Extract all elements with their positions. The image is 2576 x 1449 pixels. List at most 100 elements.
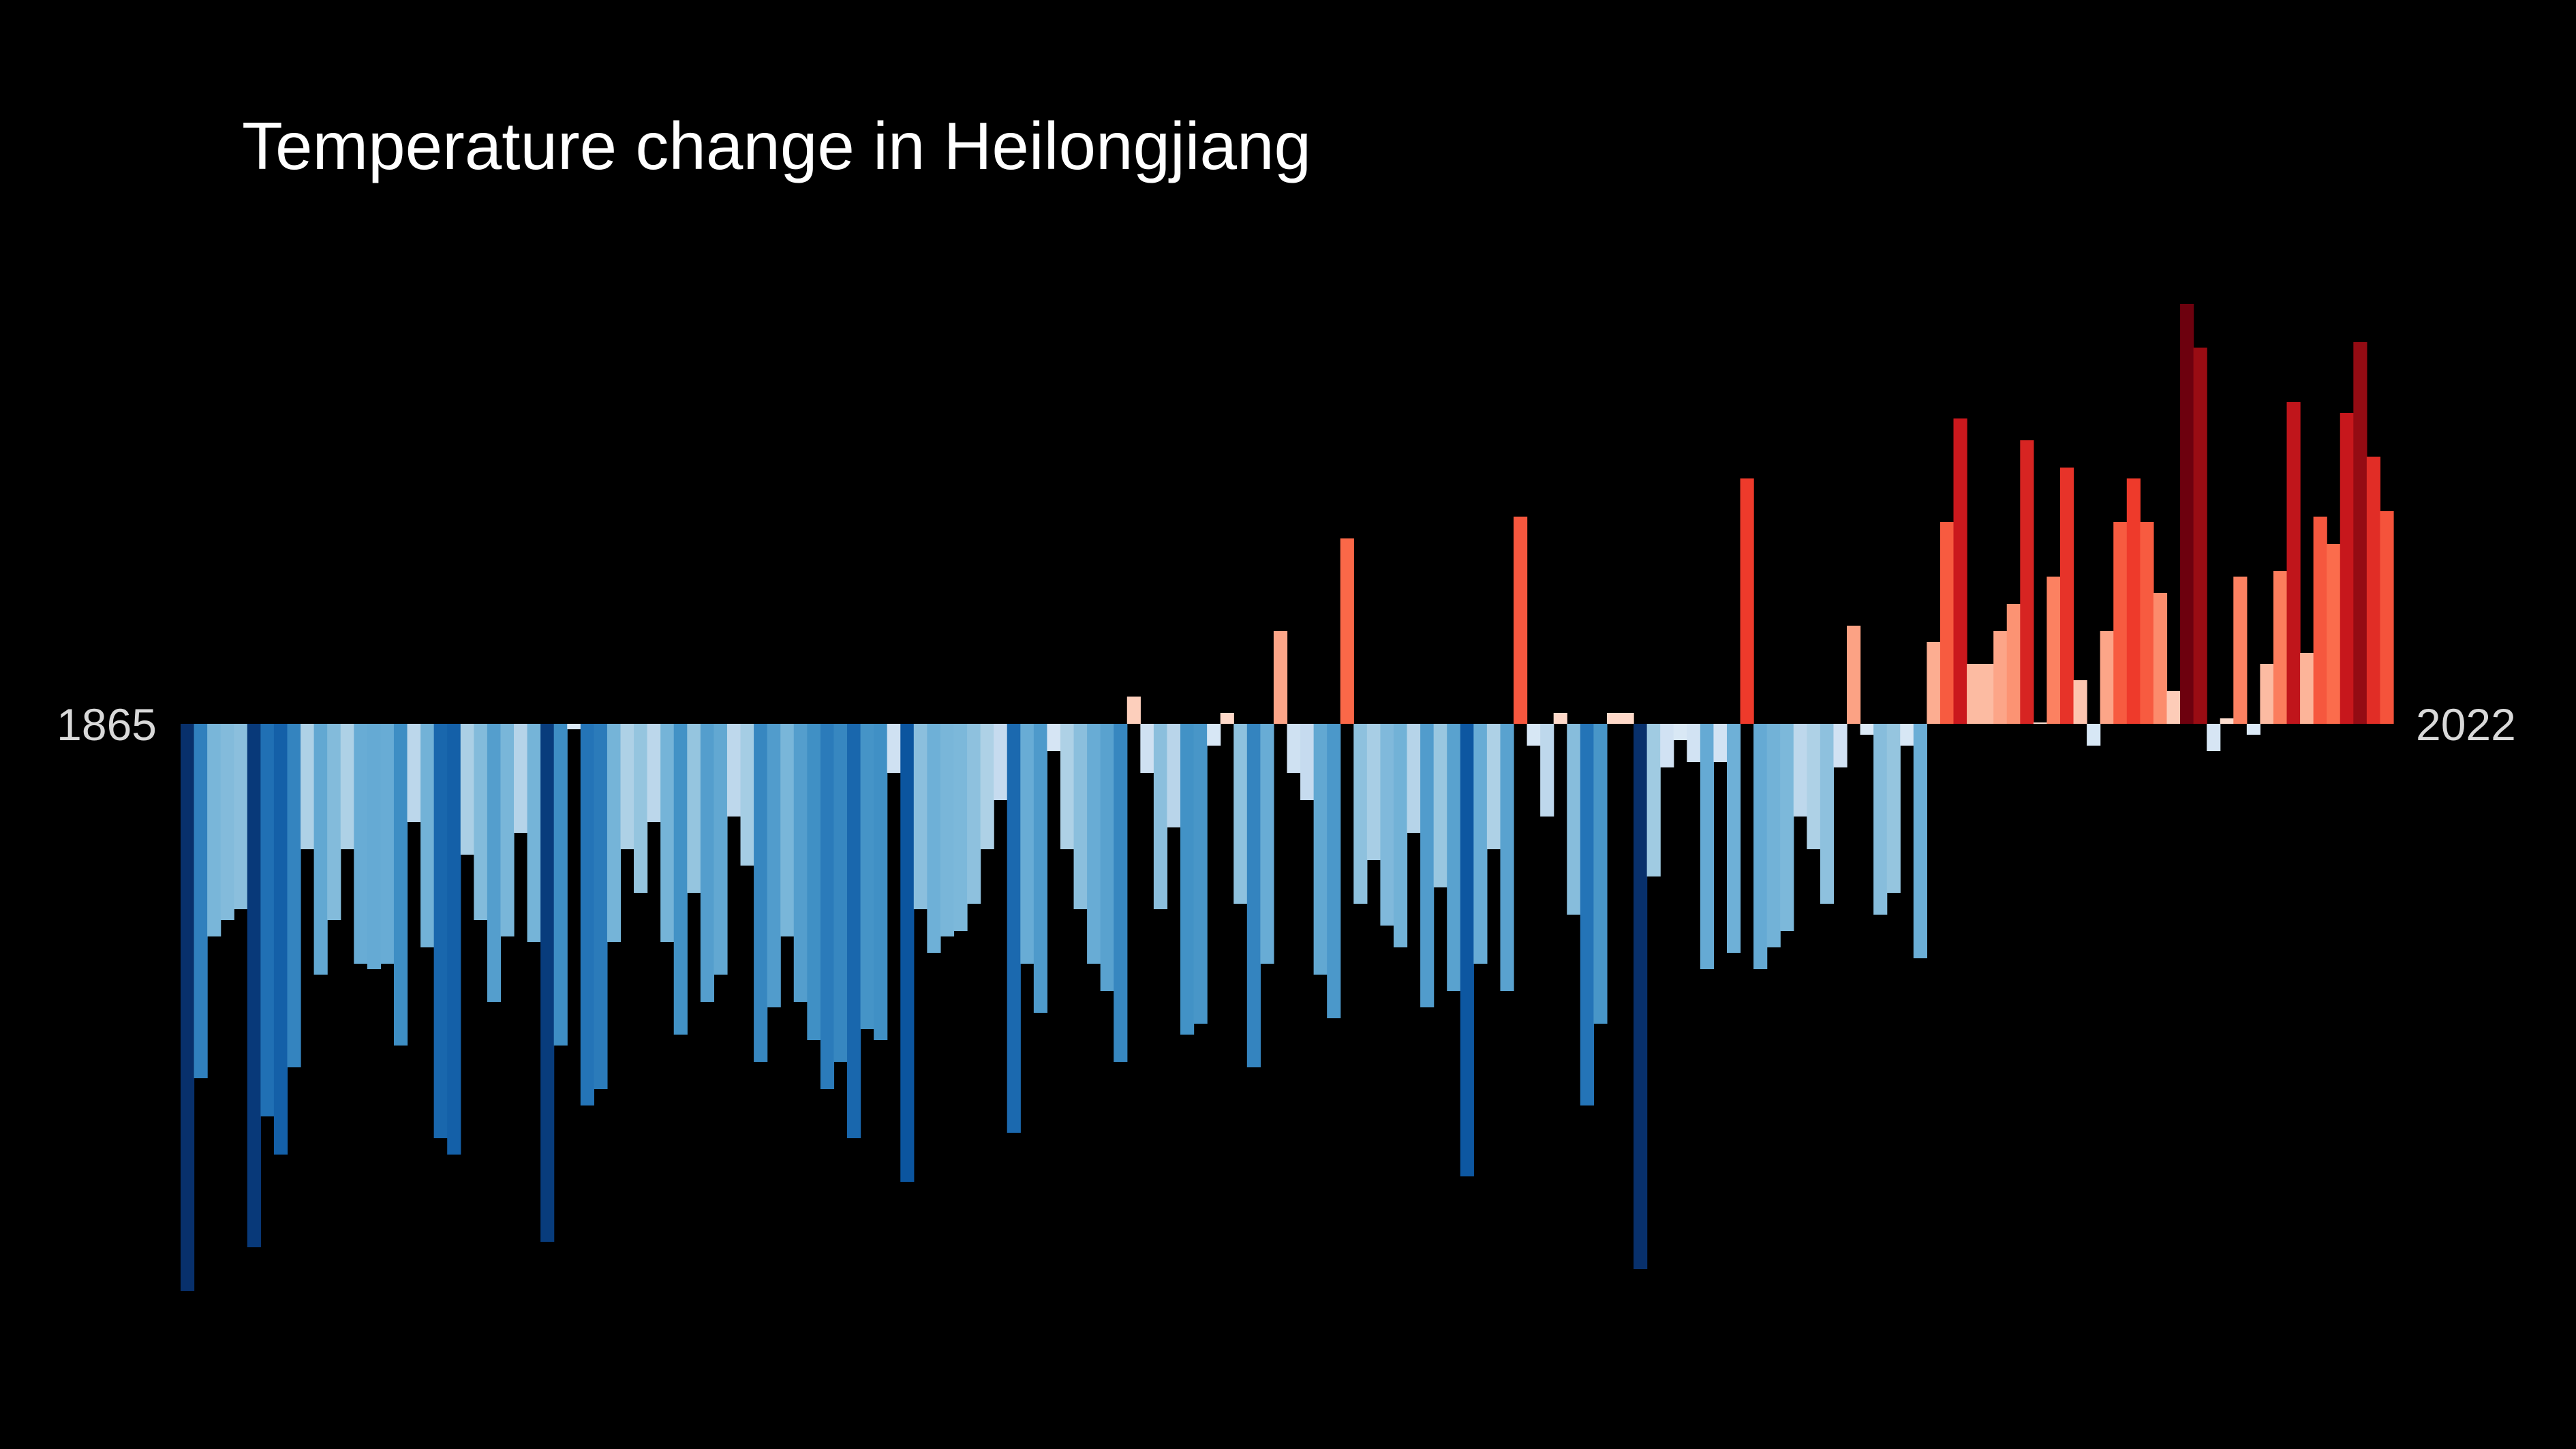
bar-1893 <box>553 724 568 1046</box>
bar-1994 <box>1900 724 1914 746</box>
bar-1865 <box>181 724 195 1291</box>
bar-1968 <box>1553 713 1567 724</box>
bar-1937 <box>1140 724 1154 773</box>
bar-1943 <box>1220 713 1234 724</box>
bar-1990 <box>1847 626 1861 724</box>
bar-2017 <box>2207 724 2221 751</box>
bar-1979 <box>1700 724 1715 969</box>
bar-1975 <box>1646 724 1661 876</box>
bar-1910 <box>780 724 795 936</box>
bar-1888 <box>487 724 502 1002</box>
bar-1877 <box>340 724 354 849</box>
bar-1948 <box>1287 724 1301 773</box>
bar-1941 <box>1193 724 1208 1024</box>
bar-1995 <box>1913 724 1927 958</box>
bar-2015 <box>2180 304 2194 724</box>
bar-2013 <box>2153 593 2168 724</box>
bar-1953 <box>1353 724 1368 904</box>
bar-1929 <box>1033 724 1048 1013</box>
bar-2001 <box>1993 631 2008 724</box>
bar-1896 <box>594 724 608 1089</box>
bar-2025 <box>2313 517 2327 724</box>
bar-1873 <box>287 724 301 1067</box>
bar-1974 <box>1634 724 1648 1269</box>
bar-1949 <box>1300 724 1315 800</box>
bar-1928 <box>1020 724 1034 964</box>
bar-1980 <box>1713 724 1728 762</box>
bar-1875 <box>313 724 328 975</box>
bar-2012 <box>2140 522 2154 724</box>
bar-1934 <box>1100 724 1114 991</box>
bar-1945 <box>1246 724 1261 1067</box>
bar-1870 <box>247 724 261 1247</box>
bar-1909 <box>767 724 781 1007</box>
bar-1991 <box>1860 724 1874 735</box>
bar-1947 <box>1273 631 1288 724</box>
bar-1971 <box>1593 724 1608 1024</box>
bar-2000 <box>1980 664 1994 724</box>
bar-1963 <box>1486 724 1501 849</box>
bar-2024 <box>2300 653 2314 724</box>
bar-1912 <box>807 724 821 1040</box>
bar-1944 <box>1233 724 1248 904</box>
bar-1876 <box>327 724 341 920</box>
bar-1973 <box>1620 713 1634 724</box>
bar-1906 <box>726 724 741 817</box>
chart-title: Temperature change in Heilongjiang <box>242 108 1311 183</box>
bar-2027 <box>2340 413 2354 724</box>
bar-1985 <box>1780 724 1794 931</box>
bar-1881 <box>393 724 408 1046</box>
bar-1908 <box>754 724 768 1062</box>
bar-1956 <box>1393 724 1408 947</box>
bar-1946 <box>1260 724 1274 964</box>
bar-1950 <box>1313 724 1328 975</box>
bar-1914 <box>833 724 848 1062</box>
bar-1872 <box>273 724 288 1155</box>
bar-1917 <box>874 724 888 1040</box>
bar-1926 <box>994 724 1008 800</box>
bar-series <box>181 304 2394 1291</box>
bar-1900 <box>647 724 661 822</box>
bar-1942 <box>1207 724 1221 746</box>
bar-2002 <box>2006 604 2021 724</box>
bar-1932 <box>1073 724 1088 909</box>
bar-2030 <box>2380 511 2394 724</box>
bar-1984 <box>1766 724 1781 947</box>
bar-1965 <box>1514 517 1528 724</box>
bar-1964 <box>1500 724 1514 991</box>
bar-1977 <box>1673 724 1687 740</box>
bar-1992 <box>1873 724 1888 915</box>
bar-1885 <box>447 724 461 1155</box>
bar-1903 <box>687 724 701 893</box>
bar-2018 <box>2220 718 2234 724</box>
bar-1874 <box>301 724 315 849</box>
bar-1972 <box>1606 713 1621 724</box>
bar-2006 <box>2059 468 2074 724</box>
bar-2016 <box>2193 348 2207 724</box>
bar-1952 <box>1340 538 1354 724</box>
bar-1993 <box>1886 724 1901 893</box>
bar-2003 <box>2020 440 2034 724</box>
bar-1871 <box>260 724 275 1116</box>
bar-1957 <box>1407 724 1421 833</box>
bar-1891 <box>527 724 541 942</box>
bar-1925 <box>980 724 994 849</box>
end-year-label: 2022 <box>2416 699 2516 750</box>
bar-1867 <box>207 724 221 936</box>
bar-2023 <box>2286 402 2301 724</box>
bar-1911 <box>793 724 808 1002</box>
bar-1981 <box>1726 724 1741 953</box>
bar-1988 <box>1820 724 1835 904</box>
bar-1927 <box>1007 724 1021 1133</box>
bar-1996 <box>1927 642 1941 724</box>
bar-1969 <box>1567 724 1581 915</box>
bar-1899 <box>634 724 648 893</box>
bar-1887 <box>474 724 488 920</box>
bar-1987 <box>1807 724 1821 849</box>
bar-1935 <box>1114 724 1128 1062</box>
bar-1986 <box>1793 724 1807 817</box>
bar-1998 <box>1953 418 1967 724</box>
bar-2007 <box>2073 680 2087 724</box>
bar-1884 <box>433 724 448 1138</box>
bar-1892 <box>540 724 555 1242</box>
